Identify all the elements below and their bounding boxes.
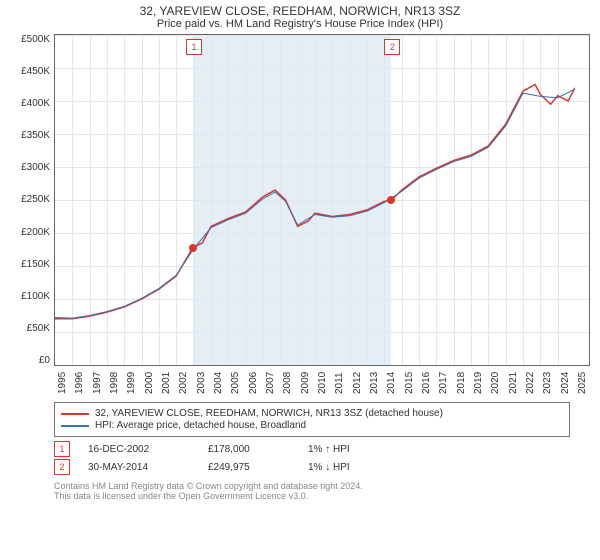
x-tick-label: 2018 — [456, 372, 467, 394]
y-tick-label: £100K — [10, 291, 50, 302]
x-tick-label: 2020 — [490, 372, 501, 394]
event-marker-1: 1 — [186, 39, 202, 55]
x-tick-label: 2025 — [577, 372, 588, 394]
legend-label: HPI: Average price, detached house, Broa… — [95, 420, 306, 431]
annotation-marker: 2 — [54, 459, 70, 475]
x-tick-label: 2019 — [473, 372, 484, 394]
annotation-price: £178,000 — [208, 444, 308, 455]
legend-row: 32, YAREVIEW CLOSE, REEDHAM, NORWICH, NR… — [61, 408, 563, 419]
annotation-row: 1 16-DEC-2002£178,0001% ↑ HPI — [54, 441, 570, 457]
legend-swatch — [61, 413, 89, 415]
x-tick-label: 2004 — [213, 372, 224, 394]
attribution-line2: This data is licensed under the Open Gov… — [54, 491, 570, 501]
x-tick-label: 2015 — [404, 372, 415, 394]
x-tick-label: 2006 — [248, 372, 259, 394]
y-tick-label: £200K — [10, 227, 50, 238]
x-tick-label: 2003 — [196, 372, 207, 394]
y-tick-label: £50K — [10, 323, 50, 334]
legend-label: 32, YAREVIEW CLOSE, REEDHAM, NORWICH, NR… — [95, 408, 443, 419]
y-tick-label: £250K — [10, 194, 50, 205]
chart-lines — [55, 35, 575, 365]
x-tick-label: 2016 — [421, 372, 432, 394]
x-tick-label: 2007 — [265, 372, 276, 394]
y-tick-label: £350K — [10, 130, 50, 141]
chart-plot-area: 12 — [54, 34, 590, 366]
series-hpi — [55, 89, 575, 318]
x-tick-label: 2023 — [542, 372, 553, 394]
x-tick-label: 2024 — [560, 372, 571, 394]
y-tick-label: £150K — [10, 259, 50, 270]
annotation-table: 1 16-DEC-2002£178,0001% ↑ HPI 2 30-MAY-2014… — [54, 441, 570, 475]
annotation-date: 16-DEC-2002 — [88, 444, 208, 455]
series-price_paid — [55, 85, 575, 319]
x-tick-label: 2002 — [178, 372, 189, 394]
legend-swatch — [61, 425, 89, 427]
event-marker-2: 2 — [384, 39, 400, 55]
annotation-marker: 1 — [54, 441, 70, 457]
y-tick-label: £300K — [10, 162, 50, 173]
x-axis-labels: 1995 1996 1997 1998 1999 2000 2001 2002 2003 2004… — [54, 366, 574, 398]
annotation-pct: 1% ↓ HPI — [308, 462, 350, 473]
annotation-date: 30-MAY-2014 — [88, 462, 208, 473]
x-tick-label: 2000 — [144, 372, 155, 394]
x-tick-label: 2010 — [317, 372, 328, 394]
attribution-text: Contains HM Land Registry data © Crown c… — [54, 481, 570, 501]
x-tick-label: 1995 — [57, 372, 68, 394]
y-tick-label: £500K — [10, 34, 50, 45]
x-tick-label: 2014 — [386, 372, 397, 394]
annotation-pct: 1% ↑ HPI — [308, 444, 350, 455]
x-tick-label: 1999 — [126, 372, 137, 394]
annotation-price: £249,975 — [208, 462, 308, 473]
x-tick-label: 2022 — [525, 372, 536, 394]
x-tick-label: 1996 — [74, 372, 85, 394]
x-tick-label: 2005 — [230, 372, 241, 394]
x-tick-label: 2012 — [352, 372, 363, 394]
x-tick-label: 2008 — [282, 372, 293, 394]
y-tick-label: £400K — [10, 98, 50, 109]
x-tick-label: 2021 — [508, 372, 519, 394]
x-tick-label: 2001 — [161, 372, 172, 394]
x-tick-label: 2013 — [369, 372, 380, 394]
x-tick-label: 2011 — [334, 372, 345, 394]
legend-row: HPI: Average price, detached house, Broa… — [61, 420, 563, 431]
y-axis-labels: £500K £450K £400K £350K £300K £250K £200K £150K… — [10, 34, 54, 366]
y-tick-label: £0 — [10, 355, 50, 366]
x-tick-label: 2009 — [300, 372, 311, 394]
attribution-line1: Contains HM Land Registry data © Crown c… — [54, 481, 570, 491]
x-tick-label: 1997 — [92, 372, 103, 394]
x-tick-label: 2017 — [438, 372, 449, 394]
event-dot-1 — [189, 244, 197, 252]
y-tick-label: £450K — [10, 66, 50, 77]
chart-legend: 32, YAREVIEW CLOSE, REEDHAM, NORWICH, NR… — [54, 402, 570, 437]
chart-title: 32, YAREVIEW CLOSE, REEDHAM, NORWICH, NR… — [10, 4, 590, 18]
x-tick-label: 1998 — [109, 372, 120, 394]
chart-subtitle: Price paid vs. HM Land Registry's House … — [10, 18, 590, 30]
annotation-row: 2 30-MAY-2014£249,9751% ↓ HPI — [54, 459, 570, 475]
